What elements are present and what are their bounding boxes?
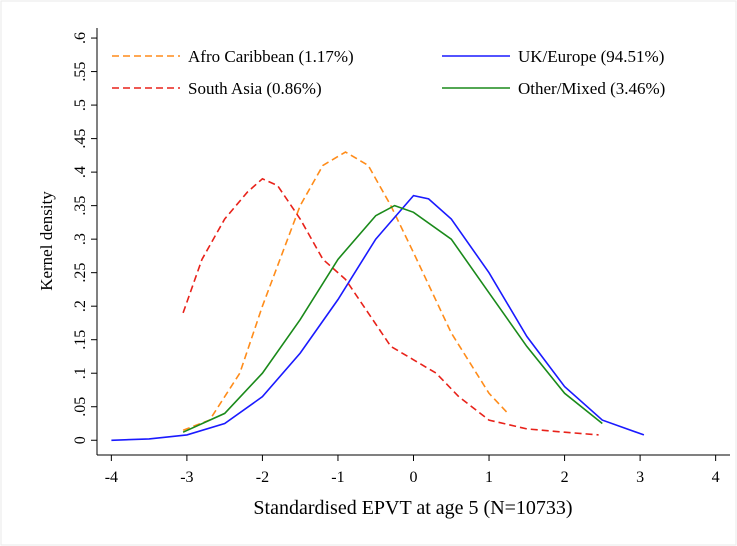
x-tick-label: -4 [105, 469, 118, 486]
y-tick-label: .2 [72, 300, 89, 312]
y-tick-label: 0 [72, 436, 89, 444]
density-line [182, 151, 509, 431]
x-tick-label: 2 [561, 469, 569, 486]
x-tick-label: -3 [180, 469, 193, 486]
y-axis-label: Kernel density [37, 191, 56, 291]
y-tick-label: .4 [72, 166, 89, 178]
density-line [111, 194, 645, 442]
y-tick-label: .1 [72, 367, 89, 379]
x-tick-label: -1 [331, 469, 344, 486]
legend-label: Other/Mixed (3.46%) [518, 79, 665, 98]
y-tick-label: .3 [72, 233, 89, 245]
y-tick-label: .6 [72, 32, 89, 44]
y-tick-label: .25 [72, 263, 89, 283]
legend-label: Afro Caribbean (1.17%) [188, 47, 354, 66]
y-tick-label: .05 [72, 397, 89, 417]
x-tick-label: -2 [256, 469, 269, 486]
x-tick-label: 1 [485, 469, 493, 486]
x-tick-label: 0 [410, 469, 418, 486]
y-tick-label: .55 [72, 62, 89, 82]
density-line [182, 204, 603, 433]
x-axis-label: Standardised EPVT at age 5 (N=10733) [253, 497, 572, 519]
density-line [182, 177, 599, 436]
x-tick-label: 4 [712, 469, 720, 486]
y-tick-label: .45 [72, 129, 89, 149]
legend-label: UK/Europe (94.51%) [518, 47, 664, 66]
y-tick-label: .35 [72, 196, 89, 216]
x-tick-label: 3 [636, 469, 644, 486]
legend-label: South Asia (0.86%) [188, 79, 322, 98]
y-tick-label: .15 [72, 330, 89, 350]
y-tick-label: .5 [72, 99, 89, 111]
